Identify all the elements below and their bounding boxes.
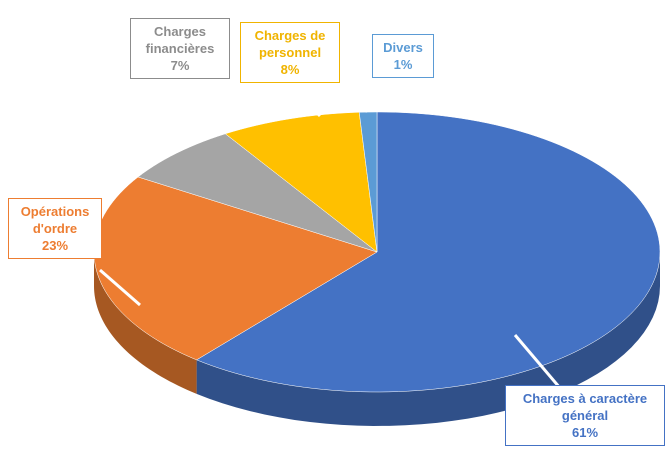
label-name: Divers — [383, 40, 423, 55]
label-name: Charges financières — [145, 24, 215, 56]
data-label: Charges de personnel 8% — [240, 22, 340, 83]
label-value: 23% — [41, 238, 69, 253]
leader-line — [513, 334, 562, 389]
label-value: 8% — [280, 62, 300, 77]
leader-line — [99, 268, 141, 307]
leader-line — [198, 96, 234, 132]
data-label: Opérations d'ordre 23% — [8, 198, 102, 259]
leader-line — [363, 89, 380, 113]
slice — [196, 111, 661, 393]
slice — [224, 112, 378, 253]
slice — [358, 111, 378, 253]
label-name: Charges de personnel — [254, 28, 326, 60]
data-label: Divers 1% — [372, 34, 434, 78]
leader-line — [298, 94, 322, 118]
slice — [137, 133, 378, 253]
data-label: Charges financières 7% — [130, 18, 230, 79]
label-value: 61% — [571, 425, 599, 440]
slice — [93, 176, 378, 361]
label-value: 1% — [393, 57, 413, 72]
label-value: 7% — [170, 58, 190, 73]
data-label: Charges à caractère général 61% — [505, 385, 665, 446]
slice-side — [94, 252, 197, 394]
label-name: Opérations d'ordre — [20, 204, 90, 236]
slice-side — [196, 252, 660, 426]
label-name: Charges à caractère général — [522, 391, 648, 423]
